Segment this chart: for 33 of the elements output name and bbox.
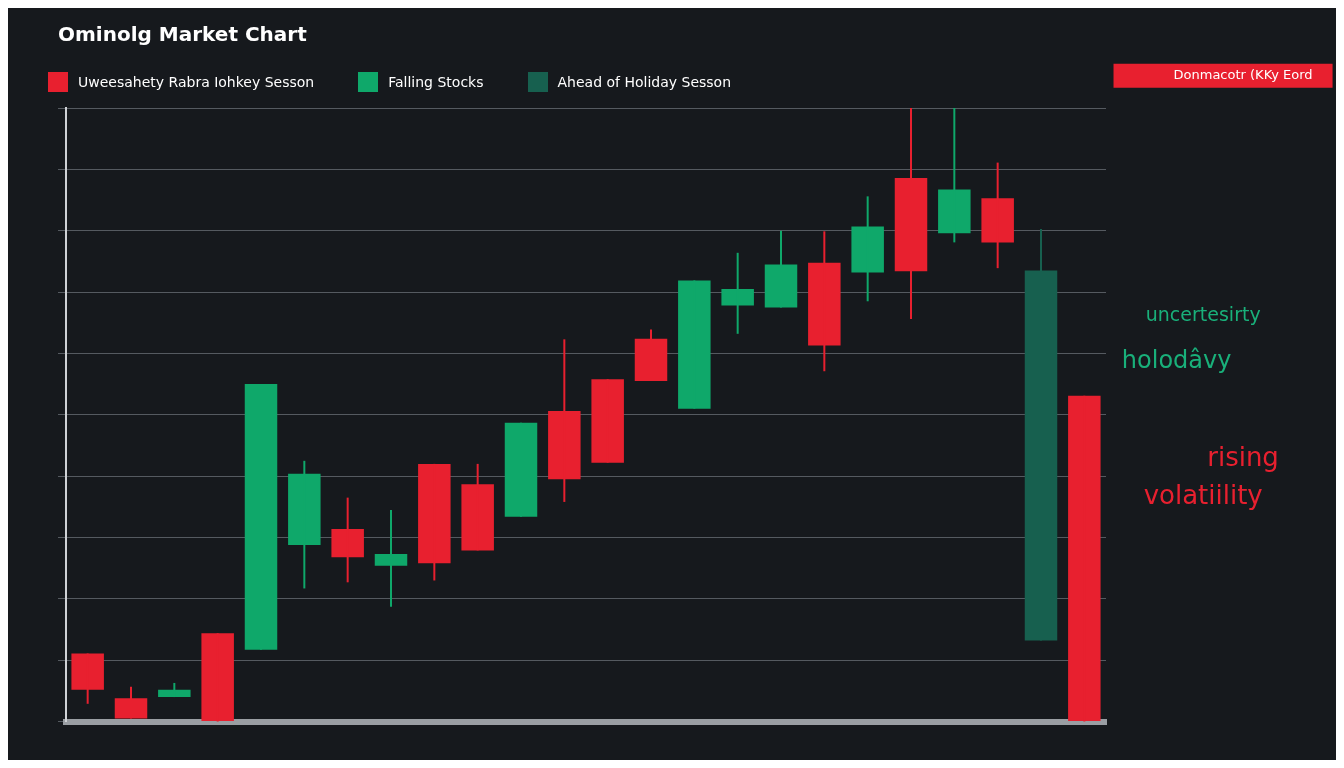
text: Donmacotr (KKy Eord — [1173, 67, 1313, 83]
text: Falling Stocks — [388, 74, 484, 90]
candlestick — [634, 329, 668, 382]
candlestick — [1024, 228, 1058, 641]
candlestick — [548, 339, 581, 502]
text: uncertesirty — [1145, 303, 1261, 326]
candlestick — [591, 379, 624, 463]
candlestick — [764, 230, 798, 308]
candlestick — [461, 463, 494, 551]
candlestick — [808, 231, 841, 372]
candlestick — [1068, 395, 1101, 722]
candlestick — [418, 463, 451, 581]
chart-title: Ominolg Market Chart — [58, 22, 308, 47]
candlestick — [201, 633, 234, 722]
candlestick — [894, 108, 928, 320]
candlestick — [374, 509, 408, 607]
candlestick — [288, 460, 321, 589]
candlestick — [938, 108, 971, 243]
candlestick — [114, 686, 148, 719]
candlestick — [981, 162, 1014, 269]
text: holodâvy — [1121, 345, 1232, 374]
candlestick — [851, 196, 884, 302]
candlestick — [158, 682, 191, 698]
text: rising — [1207, 441, 1279, 472]
candlestick — [721, 252, 754, 334]
candlestick — [678, 280, 711, 409]
text: volatiility — [1143, 479, 1263, 510]
candlestick — [71, 653, 104, 704]
candlestick — [331, 497, 364, 583]
text: Ahead of Holiday Sesson — [557, 74, 732, 90]
text: Uweesahety Rabra Iohkey Sesson — [78, 74, 315, 90]
candlestick — [244, 384, 278, 650]
candlestick — [504, 422, 538, 517]
